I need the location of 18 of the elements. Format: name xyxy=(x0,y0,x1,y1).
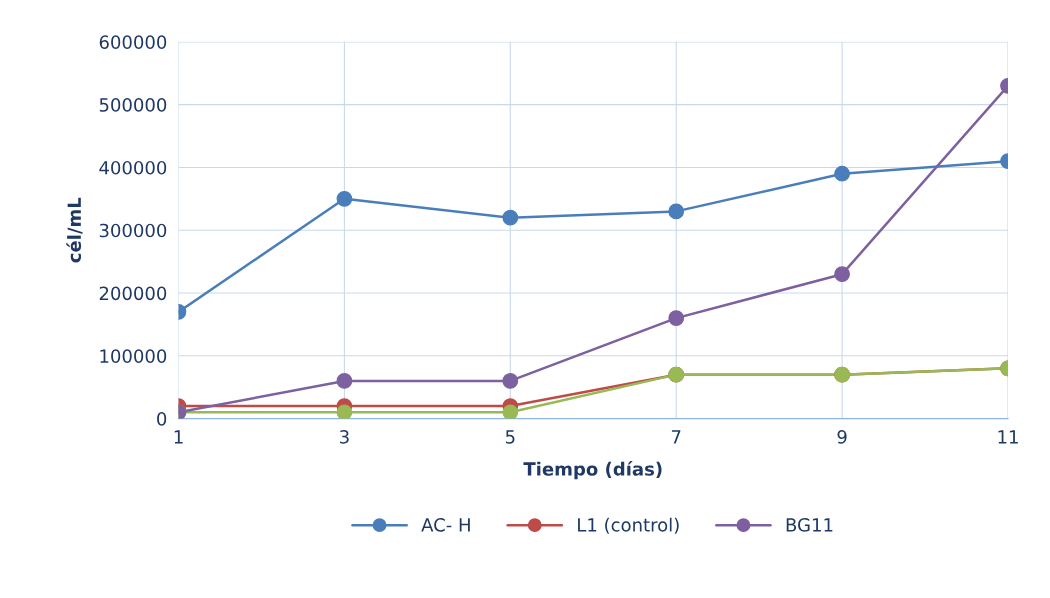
y-tick-label: 100000 xyxy=(100,349,167,363)
x-tick-label: 11 xyxy=(998,430,1018,444)
legend-label: L1 (control) xyxy=(578,517,679,534)
x-tick-label: 3 xyxy=(340,430,349,444)
y-tick-label: 0 xyxy=(157,412,167,426)
legend-label: BG11 xyxy=(786,518,833,532)
x-tick-label: 5 xyxy=(505,430,515,444)
y-tick-label: 400000 xyxy=(99,160,167,175)
x-axis-title: Tiempo (días) xyxy=(523,461,662,480)
legend-label: AC- H xyxy=(421,518,470,532)
x-tick-label: 9 xyxy=(837,430,847,444)
y-tick-label: 600000 xyxy=(99,35,167,49)
y-axis-title: cél/mL xyxy=(66,197,83,263)
x-tick-label: 1 xyxy=(174,430,183,444)
x-tick-label: 7 xyxy=(671,430,681,444)
y-tick-label: 500000 xyxy=(99,98,167,112)
y-tick-label: 200000 xyxy=(99,286,167,301)
y-tick-label: 300000 xyxy=(99,223,167,238)
